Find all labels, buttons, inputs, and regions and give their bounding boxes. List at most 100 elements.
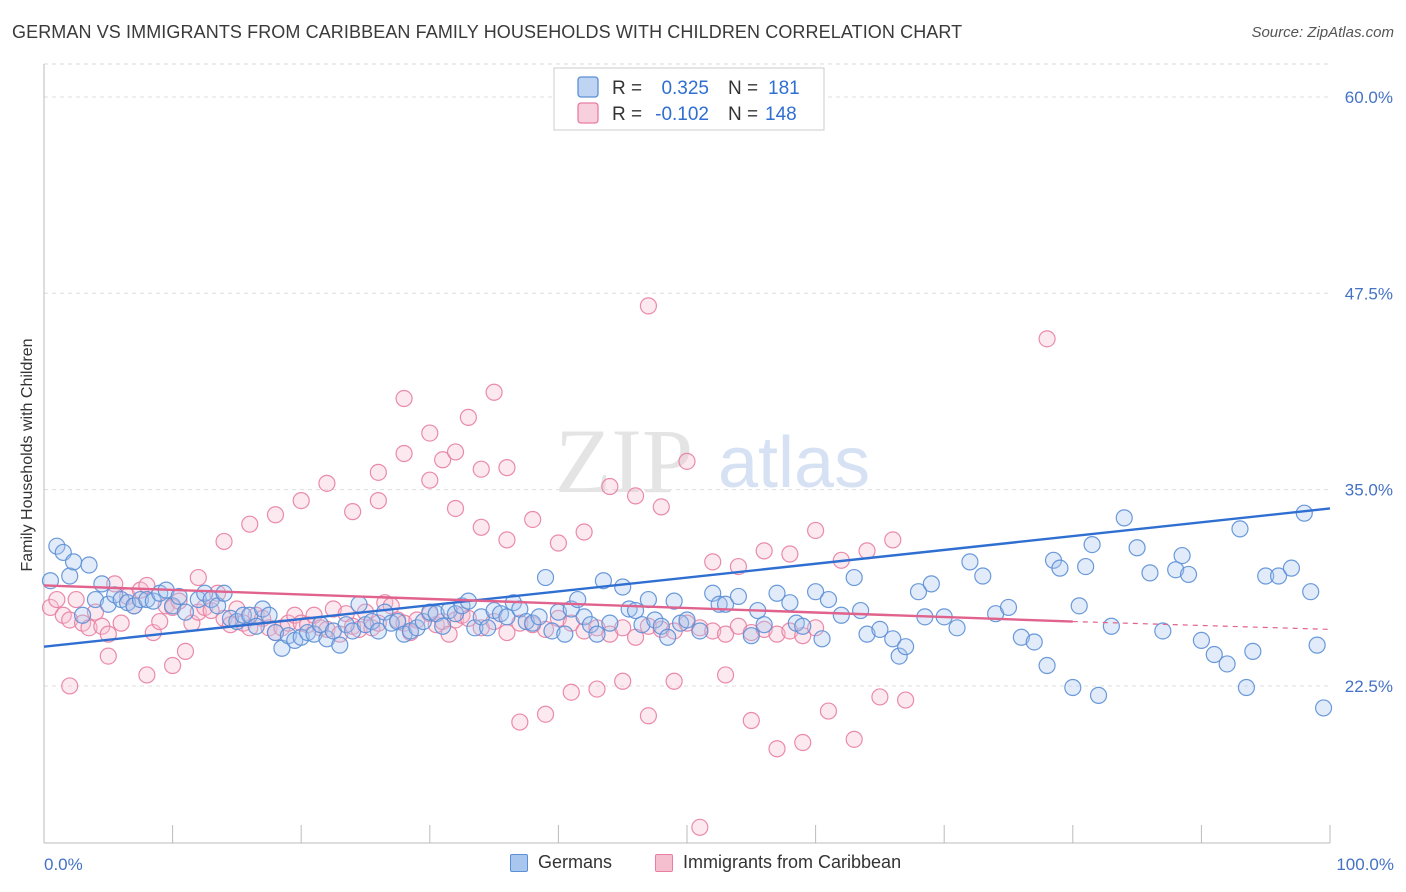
germans-point [1025, 633, 1043, 651]
caribbean-point [639, 617, 658, 635]
caribbean-point [716, 625, 735, 643]
germans-point [305, 625, 323, 643]
caribbean-point [241, 515, 259, 533]
germans-point [871, 620, 889, 639]
germans-point [659, 628, 677, 646]
germans-point [234, 606, 252, 624]
germans-point [594, 572, 613, 590]
germans-point [1167, 561, 1185, 579]
germans-point [86, 590, 105, 609]
germans-point [99, 595, 117, 613]
germans-point [646, 611, 664, 629]
germans-point [1218, 655, 1236, 673]
caribbean-point [421, 424, 439, 442]
legend-n-value: 181 [768, 78, 800, 99]
caribbean-point [189, 568, 207, 587]
caribbean-point [626, 487, 645, 505]
caribbean-trend-line-extension [1072, 620, 1331, 631]
germans-point [813, 630, 831, 648]
germans-point [73, 606, 92, 624]
caribbean-point [549, 534, 568, 552]
germans-point [601, 614, 619, 632]
correlation-legend: R = 0.325 N = 181 R = -0.102 N = 148 [553, 67, 825, 131]
germans-point [1237, 678, 1256, 697]
germans-point [266, 623, 285, 642]
germans-point [665, 592, 683, 610]
caribbean-point [369, 463, 387, 481]
legend-r-value: -0.102 [655, 104, 709, 125]
legend-item-caribbean: Immigrants from Caribbean [655, 852, 901, 873]
germans-point [909, 583, 928, 601]
germans-point [61, 567, 79, 585]
germans-point [1308, 636, 1326, 654]
germans-point [1205, 645, 1223, 664]
caribbean-point [768, 625, 786, 643]
germans-point [961, 553, 979, 571]
germans-point [1128, 539, 1146, 557]
germans-point [1231, 520, 1249, 538]
germans-point [1244, 642, 1262, 660]
caribbean-point [601, 477, 619, 496]
caribbean-point [575, 523, 593, 541]
legend-swatch-germans [577, 76, 599, 98]
caribbean-point [48, 590, 66, 609]
germans-point [768, 584, 786, 602]
legend-swatch-caribbean [577, 102, 599, 124]
germans-point [1038, 656, 1056, 675]
caribbean-point [536, 705, 555, 723]
germans-point [845, 568, 863, 587]
germans-point [376, 603, 394, 621]
caribbean-point [806, 521, 825, 540]
watermark-atlas: atlas [718, 423, 870, 503]
germans-point [215, 584, 233, 602]
germans-point [1179, 565, 1198, 584]
caribbean-point [209, 584, 227, 602]
germans-point [794, 617, 812, 635]
germans-points [41, 504, 1333, 717]
caribbean-point [99, 625, 117, 643]
germans-point [781, 594, 799, 612]
germans-point [1102, 617, 1120, 635]
caribbean-point [395, 389, 413, 408]
caribbean-point [498, 531, 516, 549]
caribbean-point [112, 614, 130, 632]
y-tick-label: 47.5% [1345, 284, 1393, 303]
germans-point [543, 622, 561, 640]
germans-point [414, 612, 432, 631]
caribbean-point [99, 647, 117, 665]
caribbean-point [884, 531, 902, 549]
germans-point [614, 578, 632, 596]
y-tick-labels: 22.5% 35.0% 47.5% 60.0% [1345, 88, 1393, 696]
germans-point [884, 630, 902, 648]
germans-point [678, 611, 696, 629]
germans-point [363, 612, 381, 631]
germans-trend-line [43, 507, 1331, 648]
germans-point [581, 616, 600, 634]
germans-point [1295, 504, 1313, 522]
caribbean-point [472, 518, 490, 536]
germans-point [806, 583, 825, 601]
caribbean-point [459, 408, 477, 426]
caribbean-point [794, 733, 812, 752]
germans-point [999, 598, 1018, 617]
caribbean-point [845, 730, 863, 748]
germans-point [524, 614, 542, 632]
source-credit: Source: ZipAtlas.com [1251, 24, 1394, 41]
caribbean-point [524, 510, 542, 529]
germans-point [858, 625, 876, 643]
germans-point [974, 567, 992, 585]
chart-title: GERMAN VS IMMIGRANTS FROM CARIBBEAN FAMI… [12, 22, 963, 42]
germans-point [479, 619, 497, 637]
x-tick-label-max: 100.0% [1336, 855, 1394, 874]
germans-swatch [510, 853, 528, 872]
germans-point [498, 608, 516, 626]
germans-point [1012, 628, 1030, 646]
caribbean-point [318, 474, 336, 492]
caribbean-point [434, 451, 452, 469]
legend-n-value: 148 [765, 104, 797, 125]
germans-point [1089, 686, 1108, 704]
germans-point [704, 584, 722, 602]
germans-point [1115, 509, 1133, 527]
caribbean-point [215, 532, 233, 551]
